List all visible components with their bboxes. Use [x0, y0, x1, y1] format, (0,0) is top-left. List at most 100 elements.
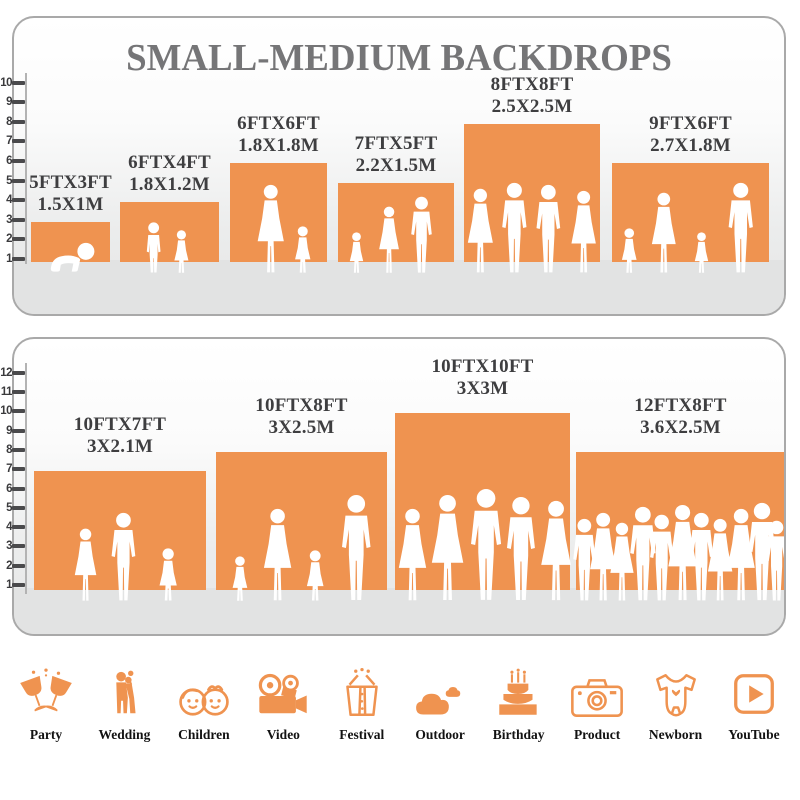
- axis-tick-label: 7: [6, 135, 12, 148]
- axis-tick-label: 10: [0, 76, 12, 89]
- backdrop-size-label: 10FTX7FT 3X2.1M: [14, 414, 230, 458]
- size-feet-text: 6FTX4FT: [128, 152, 211, 173]
- size-metric-text: 3X2.1M: [86, 436, 154, 457]
- baby-silhouette: [50, 242, 95, 272]
- video-icon: [255, 660, 311, 720]
- girl-silhouette: [694, 232, 709, 273]
- axis-tick-label: 2: [6, 233, 12, 246]
- girl-silhouette: [295, 226, 311, 273]
- category-label: Wedding: [98, 727, 151, 742]
- woman-silhouette: [707, 518, 733, 601]
- category-label: Children: [178, 727, 230, 742]
- axis-tick-label: 5: [6, 174, 12, 187]
- people-silhouettes: [467, 182, 596, 273]
- woman-silhouette: [379, 206, 399, 273]
- category-outdoor: Outdoor: [412, 660, 468, 743]
- size-feet-text: 10FTX8FT: [255, 395, 348, 416]
- axis-tick-label: 12: [0, 366, 12, 379]
- category-label: Festival: [339, 727, 385, 742]
- woman-silhouette: [257, 184, 284, 273]
- category-product: Product: [569, 660, 625, 743]
- axis-tick-label: 9: [6, 96, 12, 109]
- panel-floor: [14, 588, 784, 634]
- page-title: SMALL-MEDIUM BACKDROPS: [126, 37, 672, 79]
- woman-silhouette: [571, 190, 596, 273]
- category-label: Outdoor: [415, 727, 465, 742]
- backdrop-size-label: 7FTX5FT 2.2X1.5M: [286, 133, 506, 177]
- axis-tick-label: 7: [6, 463, 12, 476]
- girl-silhouette: [232, 556, 248, 601]
- man-silhouette: [536, 184, 561, 273]
- people-silhouettes: [232, 494, 371, 601]
- axis-tick-label: 4: [6, 521, 12, 534]
- category-video: Video: [255, 660, 311, 743]
- size-metric-text: 2.2X1.5M: [355, 155, 437, 176]
- man-silhouette: [650, 514, 674, 601]
- size-feet-text: 10FTX10FT: [431, 356, 534, 377]
- size-metric-text: 1.8X1.2M: [129, 174, 210, 195]
- axis-tick-label: 6: [6, 482, 12, 495]
- size-feet-text: 7FTX5FT: [354, 133, 438, 154]
- girl-silhouette: [174, 230, 189, 273]
- size-metric-text: 2.5X2.5M: [491, 96, 573, 117]
- axis-tick-label: 6: [6, 155, 12, 167]
- small-backdrops-panel: SMALL-MEDIUM BACKDROPS 5FTX3FT 1.5X1M 6FTX…: [12, 16, 786, 316]
- category-newborn: Newborn: [648, 660, 704, 743]
- man-silhouette: [506, 497, 535, 601]
- newborn-icon: [649, 660, 703, 720]
- woman-silhouette: [651, 192, 676, 273]
- backdrop-bar: [120, 202, 219, 262]
- size-metric-text: 3X3M: [456, 378, 509, 399]
- category-label: YouTube: [728, 727, 780, 742]
- size-feet-text: 12FTX8FT: [634, 395, 727, 416]
- backdrop-size-label: 9FTX6FT 2.7X1.8M: [581, 113, 785, 157]
- category-label: Party: [29, 727, 63, 742]
- people-silhouettes: [74, 512, 177, 601]
- category-youtube: YouTube: [726, 660, 782, 743]
- woman-silhouette: [431, 494, 464, 601]
- girl-silhouette: [621, 228, 637, 273]
- people-silhouettes: [398, 489, 571, 601]
- axis-tick-label: 8: [6, 115, 12, 128]
- people-silhouettes: [573, 502, 784, 601]
- children-icon: [175, 660, 233, 720]
- axis-tick-label: 1: [6, 253, 12, 265]
- category-birthday: Birthday: [491, 660, 547, 743]
- size-metric-text: 3.6X2.5M: [640, 417, 721, 438]
- axis-tick-label: 10: [0, 405, 12, 418]
- man-silhouette: [502, 182, 527, 273]
- axis-tick-label: 9: [6, 424, 12, 437]
- medium-backdrops-panel: 10FTX7FT 3X2.1M 10FTX8FT 3X2.5M 10FTX10FT 3X3…: [12, 337, 786, 636]
- size-metric-text: 1.8X1.8M: [238, 135, 319, 156]
- size-feet-text: 5FTX3FT: [29, 172, 112, 193]
- category-festival: Festival: [334, 660, 390, 743]
- woman-silhouette: [610, 522, 634, 601]
- axis-tick-label: 11: [0, 386, 13, 398]
- axis-tick-label: 4: [6, 194, 12, 207]
- axis-tick-label: 1: [6, 579, 12, 591]
- backdrop-size-label: 10FTX10FT 3X3M: [373, 356, 593, 400]
- category-label: Newborn: [648, 727, 703, 742]
- girl-silhouette: [159, 548, 177, 601]
- backdrop-size-label: 6FTX6FT 1.8X1.8M: [169, 113, 389, 157]
- man-silhouette: [411, 196, 432, 273]
- axis-tick-label: 8: [6, 443, 12, 456]
- category-label: Birthday: [492, 727, 545, 742]
- size-feet-text: 10FTX7FT: [73, 414, 167, 435]
- panel-floor: [14, 260, 784, 314]
- backdrop-size-label: 5FTX3FT 1.5X1M: [14, 172, 181, 216]
- size-feet-text: 8FTX8FT: [490, 74, 574, 95]
- people-silhouettes: [349, 196, 432, 273]
- backdrop-bar: [31, 222, 110, 262]
- size-metric-text: 3X2.5M: [268, 417, 335, 438]
- category-wedding: Wedding: [96, 660, 152, 743]
- outdoor-icon: [413, 660, 467, 720]
- axis-tick-label: 3: [6, 540, 12, 553]
- woman-silhouette: [590, 512, 617, 601]
- category-children: Children: [175, 660, 233, 743]
- people-silhouettes: [621, 182, 753, 273]
- size-feet-text: 6FTX6FT: [237, 113, 320, 134]
- woman-silhouette: [467, 188, 493, 273]
- youtube-icon: [729, 660, 779, 720]
